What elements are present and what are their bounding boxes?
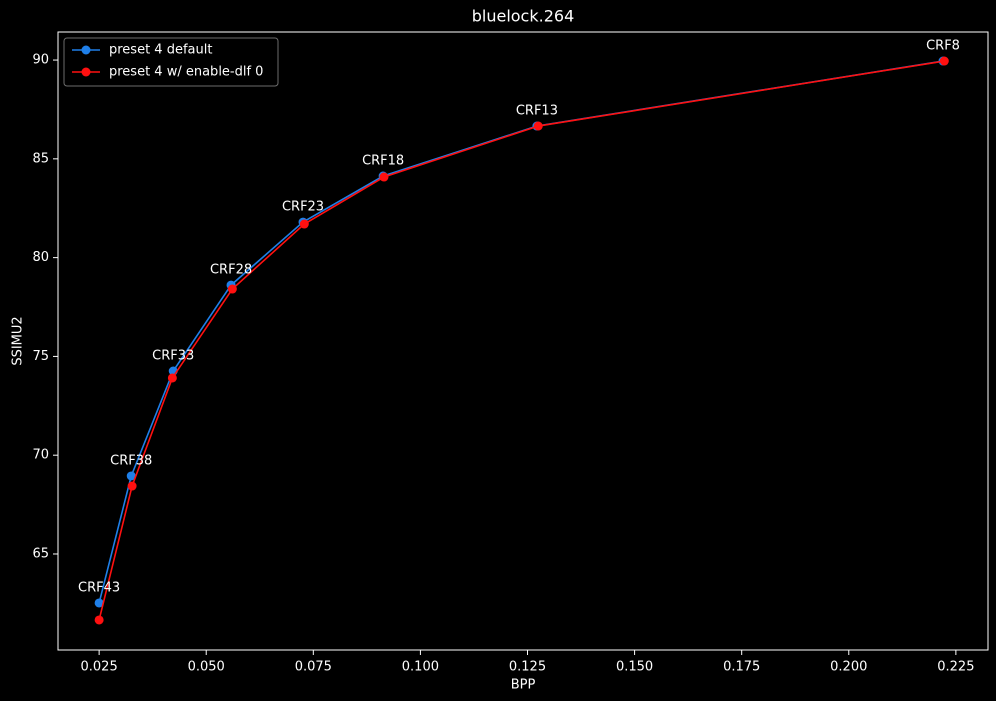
- legend-label: preset 4 w/ enable-dlf 0: [109, 65, 263, 80]
- x-tick-label: 0.100: [402, 660, 439, 675]
- legend-marker: [81, 45, 91, 55]
- point-label: CRF8: [926, 39, 960, 54]
- point-label: CRF43: [78, 580, 120, 595]
- x-tick-label: 0.125: [509, 660, 546, 675]
- point: [939, 56, 949, 66]
- y-tick-label: 75: [32, 349, 49, 364]
- x-tick-label: 0.150: [616, 660, 653, 675]
- point: [299, 219, 309, 229]
- point-label: CRF38: [110, 453, 152, 468]
- point: [167, 373, 177, 383]
- point: [126, 471, 136, 481]
- legend-marker: [81, 67, 91, 77]
- y-tick-label: 80: [32, 250, 49, 265]
- plot-frame: [57, 31, 989, 651]
- x-tick-label: 0.175: [723, 660, 760, 675]
- point: [227, 284, 237, 294]
- point-label: CRF23: [282, 200, 324, 215]
- legend-label: preset 4 default: [109, 43, 212, 58]
- y-axis-label: SSIMU2: [11, 316, 26, 365]
- y-tick-label: 65: [32, 546, 49, 561]
- y-tick-label: 85: [32, 151, 49, 166]
- chart-title: bluelock.264: [472, 7, 575, 26]
- point-label: CRF33: [152, 349, 194, 364]
- point: [379, 172, 389, 182]
- point: [533, 121, 543, 131]
- x-tick-label: 0.050: [188, 660, 225, 675]
- x-tick-label: 0.200: [830, 660, 867, 675]
- legend-box: [63, 37, 279, 87]
- series-line: [98, 60, 945, 621]
- x-axis-label: BPP: [511, 678, 536, 693]
- point: [127, 481, 137, 491]
- x-tick-label: 0.075: [295, 660, 332, 675]
- point: [94, 615, 104, 625]
- x-tick-label: 0.225: [937, 660, 974, 675]
- x-tick-label: 0.025: [81, 660, 118, 675]
- point-label: CRF13: [516, 104, 558, 119]
- y-tick-label: 90: [32, 53, 49, 68]
- y-tick-label: 70: [32, 448, 49, 463]
- point-label: CRF18: [362, 154, 404, 169]
- point: [94, 598, 104, 608]
- point-label: CRF28: [210, 263, 252, 278]
